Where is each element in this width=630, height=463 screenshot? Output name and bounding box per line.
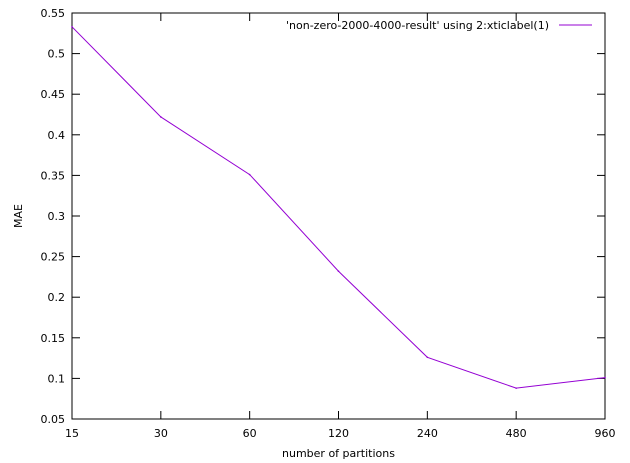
y-tick-label: 0.15 — [41, 332, 66, 345]
plot-frame — [71, 12, 606, 420]
y-tick-label: 0.5 — [48, 48, 66, 61]
series-line — [71, 26, 606, 389]
x-tick-label: 15 — [65, 427, 79, 440]
x-tick-label: 480 — [506, 427, 527, 440]
x-axis-ticks: 15 30 60 120 240 480 960 — [65, 13, 616, 440]
x-tick-label: 60 — [243, 427, 257, 440]
x-tick-label: 30 — [154, 427, 168, 440]
data-point — [248, 173, 251, 176]
x-tick-label: 120 — [328, 427, 349, 440]
y-tick-label: 0.4 — [48, 129, 66, 142]
y-tick-label: 0.55 — [41, 7, 66, 20]
y-tick-label: 0.05 — [41, 413, 66, 426]
y-axis-ticks: 0.05 0.1 0.15 0.2 0.25 0.3 0.35 0.4 0.45 0.5 0.55 — [41, 7, 605, 426]
x-tick-label: 240 — [417, 427, 438, 440]
data-point — [71, 26, 73, 28]
data-point — [337, 270, 340, 273]
y-tick-label: 0.35 — [41, 169, 66, 182]
x-tick-label: 960 — [595, 427, 616, 440]
y-tick-label: 0.45 — [41, 88, 66, 101]
x-axis-title: number of partitions — [282, 447, 395, 460]
y-tick-label: 0.1 — [48, 372, 66, 385]
legend: 'non-zero-2000-4000-result' using 2:xtic… — [286, 19, 592, 32]
data-point — [426, 356, 429, 359]
y-axis-title: MAE — [12, 204, 25, 228]
y-tick-label: 0.2 — [48, 291, 66, 304]
data-point — [160, 116, 162, 118]
data-point — [604, 376, 606, 379]
series-points — [71, 26, 606, 389]
y-tick-label: 0.3 — [48, 210, 66, 223]
legend-label: 'non-zero-2000-4000-result' using 2:xtic… — [286, 19, 549, 32]
y-tick-label: 0.25 — [41, 251, 66, 264]
data-point — [515, 387, 517, 389]
